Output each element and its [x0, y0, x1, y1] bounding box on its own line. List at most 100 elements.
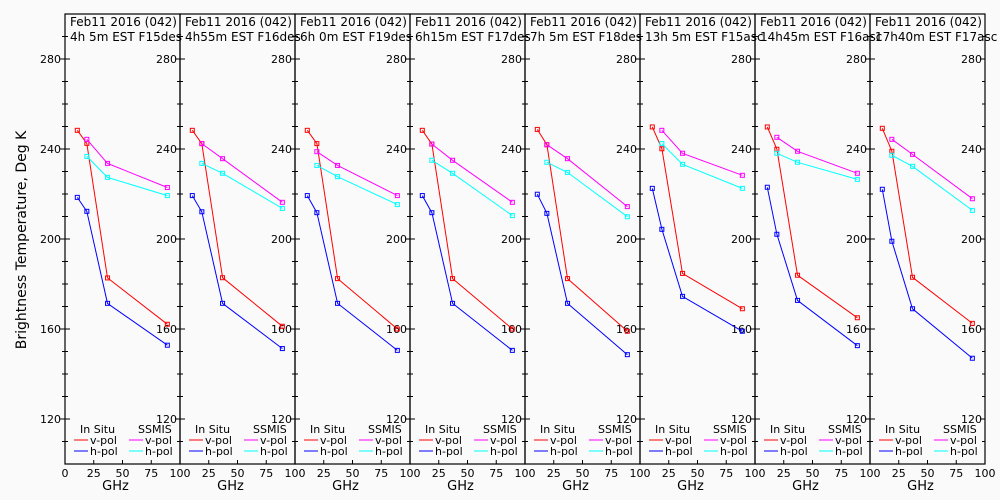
- legend-title-ssmis: SSMIS: [713, 423, 747, 436]
- data-point: [774, 231, 780, 237]
- panel-title: Feb11 2016 (042): [760, 15, 867, 29]
- data-point: [314, 141, 320, 147]
- y-tick-label: 120: [731, 413, 752, 426]
- data-point: [84, 136, 90, 142]
- data-point: [680, 293, 686, 299]
- legend-label: v-pol: [375, 434, 402, 447]
- x-tick-label: 75: [144, 467, 158, 480]
- legend-label: h-pol: [550, 445, 578, 458]
- y-tick-label: 120: [386, 413, 407, 426]
- data-point: [509, 347, 515, 353]
- data-point: [450, 170, 456, 176]
- legend-label: v-pol: [720, 434, 747, 447]
- y-axis-label: Brightness Temperature, Deg K: [14, 130, 30, 349]
- data-point: [969, 355, 975, 361]
- data-point: [739, 185, 745, 191]
- data-point: [879, 186, 885, 192]
- data-point: [854, 176, 860, 182]
- legend-title-ssmis: SSMIS: [368, 423, 402, 436]
- x-tick-label: 50: [346, 467, 360, 480]
- legend-label: v-pol: [605, 434, 632, 447]
- series-line: [661, 129, 743, 176]
- series-line: [431, 143, 513, 203]
- legend-label: h-pol: [950, 445, 978, 458]
- panel-subtitle: 6h15m EST F17des: [415, 30, 531, 44]
- data-point: [774, 134, 780, 140]
- data-point: [544, 142, 550, 148]
- y-tick-label: 240: [846, 143, 867, 156]
- data-point: [659, 226, 665, 232]
- y-tick-label: 200: [156, 233, 177, 246]
- legend-title-ssmis: SSMIS: [138, 423, 172, 436]
- legend-label: v-pol: [950, 434, 977, 447]
- legend-label: h-pol: [375, 445, 403, 458]
- y-tick-label: 200: [40, 233, 61, 246]
- x-axis-label: GHz: [447, 479, 474, 494]
- panel-subtitle: 13h 5m EST F15asc: [645, 30, 764, 44]
- series-line: [201, 143, 283, 203]
- x-axis-label: GHz: [217, 479, 244, 494]
- data-point: [279, 346, 285, 352]
- data-point: [450, 300, 456, 306]
- data-point: [189, 193, 195, 199]
- data-point: [394, 202, 400, 208]
- legend-label: h-pol: [145, 445, 173, 458]
- series-line: [651, 188, 743, 332]
- legend-label: v-pol: [665, 434, 692, 447]
- data-point: [764, 124, 770, 130]
- data-point: [969, 320, 975, 326]
- series-line: [421, 130, 513, 330]
- legend-title-ssmis: SSMIS: [483, 423, 517, 436]
- y-tick-label: 280: [961, 53, 982, 66]
- legend-label: v-pol: [780, 434, 807, 447]
- y-tick-label: 200: [501, 233, 522, 246]
- data-point: [419, 193, 425, 199]
- y-tick-label: 200: [961, 233, 982, 246]
- y-tick-label: 240: [616, 143, 637, 156]
- legend-label: h-pol: [835, 445, 863, 458]
- y-tick-label: 200: [271, 233, 292, 246]
- legend-label: v-pol: [90, 434, 117, 447]
- x-tick-label: 100: [285, 467, 306, 480]
- data-point: [220, 156, 226, 162]
- legend-label: v-pol: [490, 434, 517, 447]
- y-tick-label: 280: [271, 53, 292, 66]
- data-point: [199, 141, 205, 147]
- x-tick-label: 100: [860, 467, 881, 480]
- legend-label: h-pol: [320, 445, 348, 458]
- legend-label: h-pol: [665, 445, 693, 458]
- x-tick-label: 50: [691, 467, 705, 480]
- data-point: [879, 125, 885, 131]
- data-point: [429, 157, 435, 163]
- data-point: [534, 191, 540, 197]
- x-tick-label: 75: [949, 467, 963, 480]
- y-tick-label: 240: [501, 143, 522, 156]
- data-point: [659, 146, 665, 152]
- legend-title-insitu: In Situ: [655, 423, 690, 436]
- data-point: [314, 162, 320, 168]
- series-line: [86, 156, 168, 197]
- data-point: [429, 210, 435, 216]
- data-point: [680, 161, 686, 167]
- x-axis-label: GHz: [907, 479, 934, 494]
- x-axis-label: GHz: [792, 479, 819, 494]
- x-tick-label: 50: [231, 467, 245, 480]
- x-tick-label: 75: [834, 467, 848, 480]
- series-line: [546, 161, 628, 218]
- legend-title-insitu: In Situ: [885, 423, 920, 436]
- data-point: [314, 149, 320, 155]
- x-tick-label: 25: [432, 467, 446, 480]
- series-line: [881, 128, 973, 324]
- x-tick-label: 25: [777, 467, 791, 480]
- panel-title: Feb11 2016 (042): [300, 15, 407, 29]
- data-point: [335, 174, 341, 180]
- data-point: [314, 210, 320, 216]
- legend-label: h-pol: [895, 445, 923, 458]
- data-point: [220, 300, 226, 306]
- y-tick-label: 280: [731, 53, 752, 66]
- y-tick-label: 120: [501, 413, 522, 426]
- panel-title: Feb11 2016 (042): [875, 15, 982, 29]
- series-line: [891, 154, 973, 211]
- panel-subtitle: 7h 5m EST F18des: [530, 30, 642, 44]
- legend-title-ssmis: SSMIS: [828, 423, 862, 436]
